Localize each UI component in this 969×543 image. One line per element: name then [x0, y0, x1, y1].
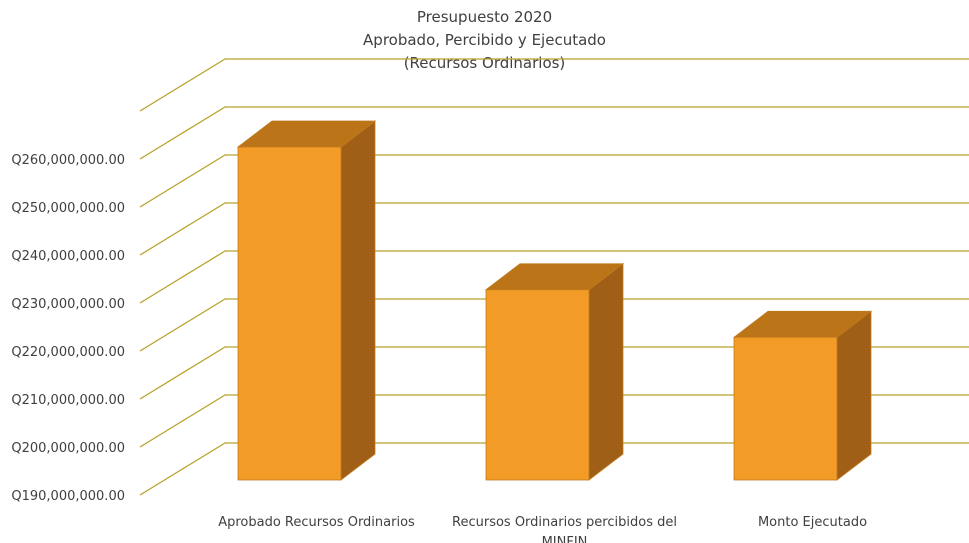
gridline	[139, 58, 969, 112]
bar	[732, 310, 873, 481]
y-tick-label: Q260,000,000.00	[11, 153, 125, 168]
y-tick-label: Q230,000,000.00	[11, 297, 125, 312]
gridline	[139, 298, 969, 352]
x-category-label-line: Aprobado Recursos Ordinarios	[218, 515, 415, 530]
bar-front-face	[237, 146, 342, 481]
x-category-label: Monto Ejecutado	[758, 515, 867, 530]
bar-front-face	[733, 336, 838, 481]
chart-title-line-1: Presupuesto 2020	[416, 8, 553, 26]
y-tick-label: Q200,000,000.00	[11, 441, 125, 456]
chart-title-line-2: Aprobado, Percibido y Ejecutado	[363, 31, 606, 49]
gridline	[139, 442, 969, 496]
bar-side-face	[340, 120, 376, 481]
bar-side-face	[588, 262, 624, 481]
y-tick-label: Q250,000,000.00	[11, 201, 125, 216]
gridlines	[139, 58, 969, 496]
gridline	[139, 154, 969, 208]
x-category-label-line: Recursos Ordinarios percibidos del	[452, 515, 677, 530]
bar-side-face	[836, 310, 872, 481]
bar	[484, 262, 625, 481]
x-category-label: Recursos Ordinarios percibidos del MINFIN	[452, 515, 677, 543]
gridline	[139, 346, 969, 400]
bars	[236, 120, 873, 481]
y-tick-label: Q220,000,000.00	[11, 345, 125, 360]
gridline	[139, 394, 969, 448]
bar	[236, 120, 377, 481]
y-tick-label: Q190,000,000.00	[11, 489, 125, 504]
y-tick-label: Q240,000,000.00	[11, 249, 125, 264]
y-axis-ticks: Q190,000,000.00 Q200,000,000.00 Q210,000,0…	[11, 153, 125, 504]
x-category-label: Aprobado Recursos Ordinarios	[218, 515, 415, 530]
bar-front-face	[485, 289, 590, 481]
x-category-label-line: Monto Ejecutado	[758, 515, 867, 530]
gridline	[139, 106, 969, 160]
y-tick-label: Q210,000,000.00	[11, 393, 125, 408]
x-axis-labels: Aprobado Recursos Ordinarios Recursos Ord…	[218, 515, 867, 543]
x-category-label-line: MINFIN	[542, 535, 588, 543]
gridline	[139, 202, 969, 256]
gridline	[139, 250, 969, 304]
